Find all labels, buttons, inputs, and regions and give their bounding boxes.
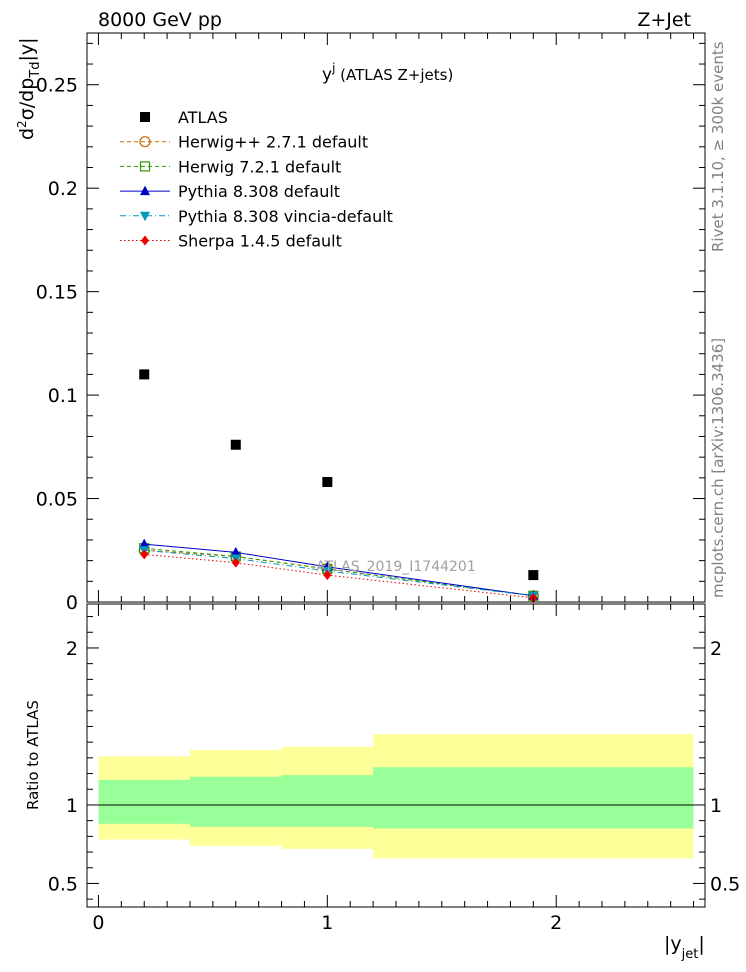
data-point-pythia-8-308-default-1 (230, 546, 241, 557)
ratio-y-tick-label-left: 1 (66, 795, 78, 817)
ratio-y-axis-label: Ratio to ATLAS (24, 700, 42, 810)
legend-label-sherpa-1-4-5-default: Sherpa 1.4.5 default (178, 232, 342, 251)
data-point-pythia-8-308-default-0 (139, 538, 150, 549)
main-y-tick-label: 0.25 (36, 75, 78, 97)
legend-marker-herwig-7-2-1-default (139, 161, 151, 172)
main-panel-content (138, 369, 539, 603)
legend-label-pythia-8-308-default: Pythia 8.308 default (178, 182, 340, 201)
main-y-tick-label: 0.05 (36, 489, 78, 511)
data-point-atlas-3 (528, 570, 539, 581)
ratio-y-tick-label-left: 0.5 (48, 873, 78, 895)
analysis-watermark: ATLAS_2019_I1744201 (316, 559, 476, 575)
legend-label-herwig-7-2-1-default: Herwig 7.2.1 default (178, 157, 341, 176)
ratio-y-tick-label-right: 1 (710, 795, 722, 817)
ratio-inner-band-2 (281, 775, 374, 827)
main-y-tick-label: 0 (66, 592, 78, 614)
ratio-x-tick-label: 2 (550, 912, 562, 934)
ratio-y-tick-label-left: 2 (66, 638, 78, 660)
data-point-sherpa-1-4-5-default-1 (231, 557, 240, 568)
legend-marker-atlas (140, 112, 150, 122)
data-point-sherpa-1-4-5-default-0 (140, 549, 149, 560)
header-left-label: 8000 GeV pp (98, 9, 222, 31)
legend-marker-herwig-2-7-1-default (139, 136, 151, 148)
data-point-atlas-2 (322, 476, 333, 487)
data-point-atlas-1 (230, 439, 241, 450)
ratio-y-tick-label-right: 0.5 (710, 873, 740, 895)
legend-marker-sherpa-1-4-5-default (141, 235, 149, 246)
ratio-panel-content (98, 734, 694, 859)
data-point-sherpa-1-4-5-default-2 (323, 570, 332, 581)
rivet-version-label: Rivet 3.1.10, ≥ 300k events (709, 41, 727, 252)
main-y-tick-label: 0.2 (48, 178, 78, 200)
series-line-pythia-8-308-vincia-default (144, 549, 534, 597)
ratio-y-tick-label-right: 2 (710, 638, 722, 660)
legend-marker-pythia-8-308-default (140, 185, 150, 196)
axes: 0 0.05 0.1 0.15 0.2 0.25 0 1 2 0.5 0.5 1 1 2 2 (36, 33, 740, 934)
data-point-atlas-0 (139, 369, 150, 380)
chart-title: yj (ATLAS Z+jets) (322, 61, 453, 85)
main-y-axis-label: d2σ/dpTd|y| (15, 37, 43, 140)
x-axis-label: |yjet| (664, 933, 705, 962)
legend-label-herwig-2-7-1-default: Herwig++ 2.7.1 default (178, 133, 368, 152)
series-line-pythia-8-308-default (144, 543, 534, 597)
ratio-x-tick-label: 1 (321, 912, 333, 934)
series-line-herwig-7-2-1-default (144, 547, 534, 597)
ratio-inner-band-3 (373, 767, 694, 829)
mcplots-reference-label: mcplots.cern.ch [arXiv:1306.3436] (709, 338, 727, 598)
ratio-inner-band-1 (190, 776, 282, 827)
legend-label-pythia-8-308-vincia-default: Pythia 8.308 vincia-default (178, 207, 393, 226)
legend-label-atlas: ATLAS (178, 108, 228, 127)
main-y-tick-label: 0.1 (48, 385, 78, 407)
ratio-x-tick-label: 0 (92, 912, 104, 934)
header-right-label: Z+Jet (637, 9, 691, 31)
main-y-tick-label: 0.15 (36, 282, 78, 304)
ratio-inner-band-0 (98, 779, 190, 824)
legend-marker-pythia-8-308-vincia-default (140, 211, 150, 222)
legend: ATLAS Herwig++ 2.7.1 default Herwig 7.2.1 … (120, 108, 393, 251)
